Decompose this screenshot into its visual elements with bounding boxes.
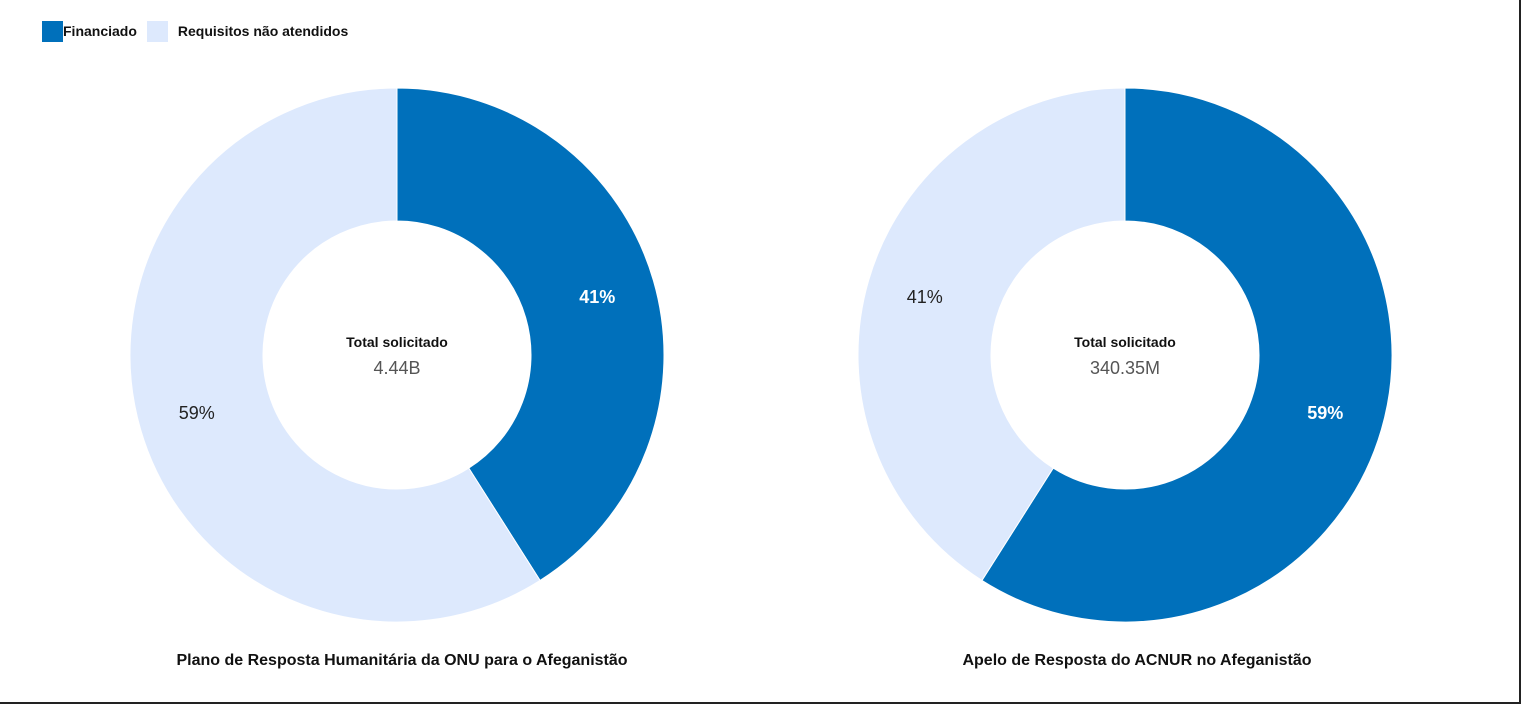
slice-financiado[interactable] (981, 87, 1393, 623)
legend-item-requisitos[interactable]: Requisitos não atendidos (146, 20, 349, 42)
legend-swatch-financiado (42, 20, 63, 42)
slice-requisitos-nao-atendidos[interactable] (857, 87, 1126, 582)
legend-item-financiado[interactable]: Financiado (42, 20, 137, 42)
legend-label-requisitos: Requisitos não atendidos (177, 23, 349, 39)
chart-title: Apelo de Resposta do ACNUR no Afeganistã… (962, 652, 1311, 669)
center-title: Total solicitado (346, 334, 448, 350)
center-title: Total solicitado (1074, 334, 1176, 350)
slice-label-requisitos-nao-atendidos: 59% (179, 403, 215, 423)
donut-slices: 41% 59% (129, 87, 665, 623)
donut-chart-onu: 41% 59% Total solicitado 4.44B Plano de R… (129, 87, 665, 669)
slice-label-requisitos-nao-atendidos: 41% (907, 287, 943, 307)
legend-label-financiado: Financiado (63, 23, 137, 39)
center-value: 340.35M (1090, 358, 1160, 378)
slice-requisitos-nao-atendidos[interactable] (129, 87, 541, 623)
donut-slices: 59% 41% (857, 87, 1393, 623)
chart-title: Plano de Resposta Humanitária da ONU par… (176, 652, 627, 669)
donut-chart-acnur: 59% 41% Total solicitado 340.35M Apelo de… (857, 87, 1393, 669)
legend-swatch-requisitos (146, 20, 168, 42)
slice-financiado[interactable] (396, 87, 665, 582)
legend: Financiado Requisitos não atendidos (42, 20, 358, 42)
center-value: 4.44B (373, 358, 420, 378)
slice-label-financiado: 59% (1307, 403, 1343, 423)
slice-label-financiado: 41% (579, 287, 615, 307)
